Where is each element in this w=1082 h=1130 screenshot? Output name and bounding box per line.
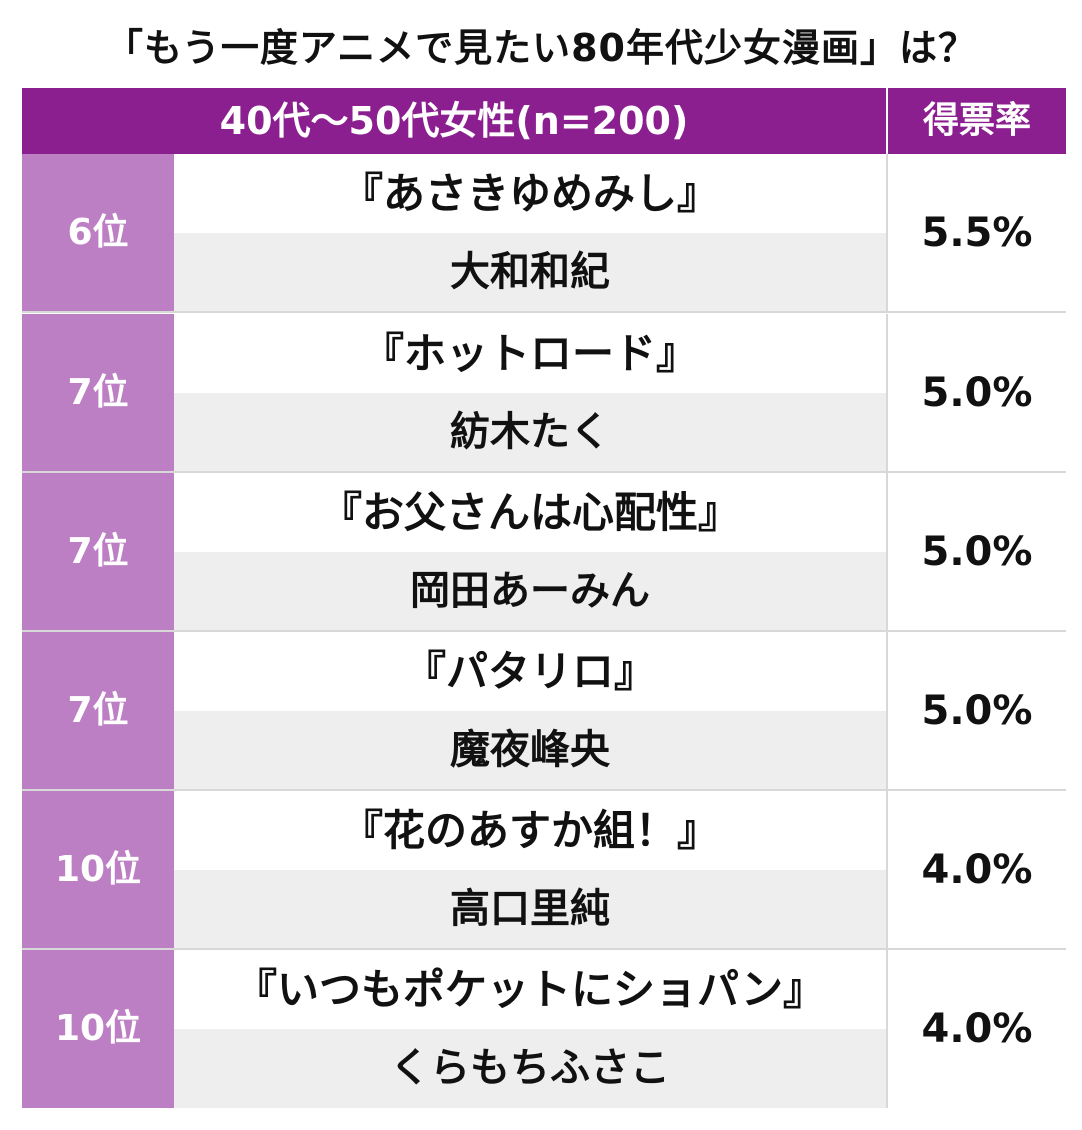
work-title-cell: 『お父さんは心配性』 xyxy=(174,473,886,552)
work-title-cell: 『ホットロード』 xyxy=(174,314,886,393)
score-cell: 5.0% xyxy=(886,314,1066,472)
rank-cell: 6位 xyxy=(22,154,174,312)
score-cell: 5.5% xyxy=(886,154,1066,312)
rank-cell: 10位 xyxy=(22,950,174,1108)
row-divider xyxy=(22,630,1066,632)
author-cell: くらもちふさこ xyxy=(174,1029,886,1108)
ranking-title: 「もう一度アニメで見たい80年代少女漫画」は？ xyxy=(105,26,977,70)
rank-cell: 7位 xyxy=(22,632,174,790)
row-divider xyxy=(22,311,1066,313)
table-header: 40代〜50代女性(n=200) 得票率 xyxy=(22,88,1066,154)
author-cell: 魔夜峰央 xyxy=(174,711,886,790)
table-row: 6位 『あさきゆめみし』 大和和紀 5.5% xyxy=(22,154,1066,313)
row-divider xyxy=(22,948,1066,950)
score-cell: 5.0% xyxy=(886,473,1066,631)
row-divider xyxy=(22,471,1066,473)
table-row: 7位 『パタリロ』 魔夜峰央 5.0% xyxy=(22,632,1066,791)
author-cell: 高口里純 xyxy=(174,870,886,949)
rank-cell: 7位 xyxy=(22,314,174,472)
table-row: 10位 『いつもポケットにショパン』 くらもちふさこ 4.0% xyxy=(22,950,1066,1108)
work-title-cell: 『パタリロ』 xyxy=(174,632,886,711)
table-row: 10位 『花のあすか組！』 高口里純 4.0% xyxy=(22,791,1066,950)
group-label: 40代〜50代女性(n=200) xyxy=(22,88,886,154)
author-cell: 大和和紀 xyxy=(174,233,886,312)
score-cell: 4.0% xyxy=(886,791,1066,949)
score-cell: 4.0% xyxy=(886,950,1066,1108)
score-cell: 5.0% xyxy=(886,632,1066,790)
table-row: 7位 『お父さんは心配性』 岡田あーみん 5.0% xyxy=(22,473,1066,632)
author-cell: 岡田あーみん xyxy=(174,552,886,631)
author-cell: 紡木たく xyxy=(174,393,886,472)
rank-cell: 7位 xyxy=(22,473,174,631)
rank-cell: 10位 xyxy=(22,791,174,949)
work-title-cell: 『花のあすか組！』 xyxy=(174,791,886,870)
table-row: 7位 『ホットロード』 紡木たく 5.0% xyxy=(22,314,1066,473)
work-title-cell: 『いつもポケットにショパン』 xyxy=(174,950,886,1029)
row-divider xyxy=(22,789,1066,791)
score-column-label: 得票率 xyxy=(888,88,1066,154)
work-title-cell: 『あさきゆめみし』 xyxy=(174,154,886,233)
